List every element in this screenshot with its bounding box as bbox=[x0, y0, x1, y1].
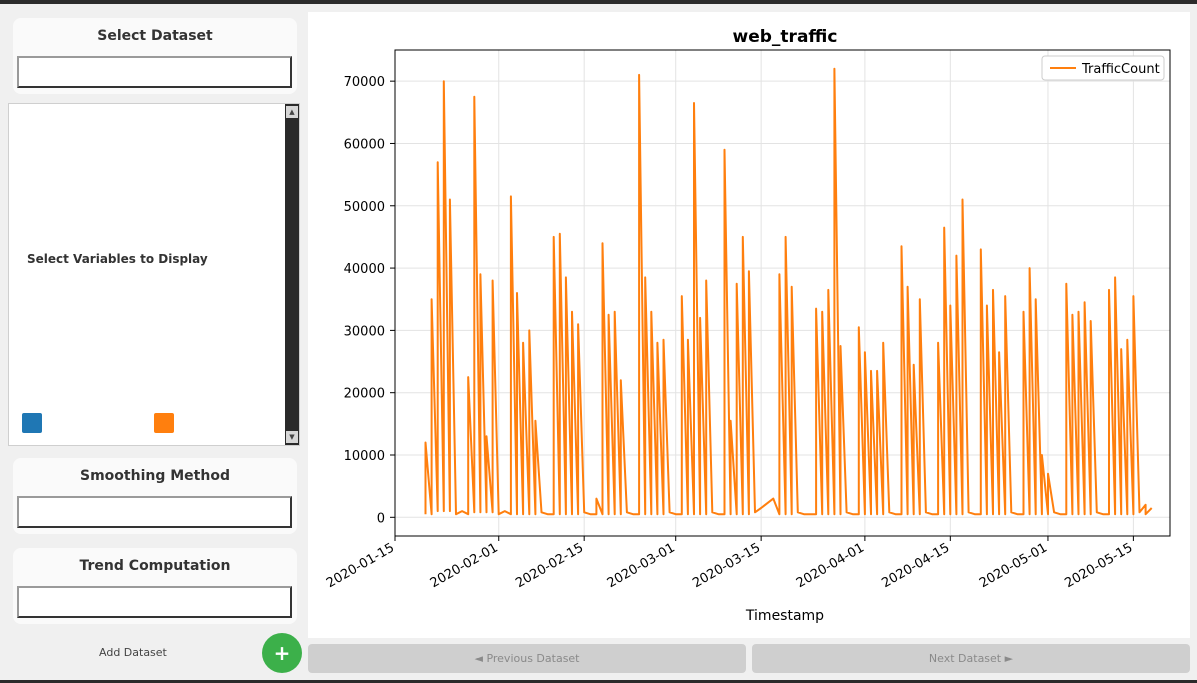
plot-frame bbox=[394, 49, 1171, 537]
x-tick-label: 2020-05-01 bbox=[977, 540, 1050, 591]
x-tick-label: 2020-05-15 bbox=[1062, 540, 1135, 591]
chart: 0 10000 20000 30000 40000 50000 60000 70000 2020… bbox=[324, 27, 1171, 624]
x-tick-label: 2020-04-01 bbox=[794, 540, 867, 591]
select-dataset-panel: Select Dataset bbox=[13, 18, 297, 94]
add-dataset-label: Add Dataset bbox=[99, 646, 167, 659]
variable-toggle-orange[interactable] bbox=[154, 413, 174, 433]
y-tick-label: 30000 bbox=[344, 324, 385, 339]
trend-dropdown[interactable] bbox=[17, 586, 292, 618]
trend-panel: Trend Computation bbox=[13, 548, 297, 624]
next-dataset-button[interactable]: Next Dataset ► bbox=[752, 644, 1190, 673]
chart-area: 0 10000 20000 30000 40000 50000 60000 70000 2020… bbox=[308, 12, 1190, 638]
smoothing-panel: Smoothing Method bbox=[13, 458, 297, 534]
y-tick-label: 20000 bbox=[344, 387, 385, 402]
x-tick-label: 2020-02-15 bbox=[513, 540, 586, 591]
scroll-up-icon[interactable]: ▲ bbox=[286, 106, 298, 118]
y-tick-label: 50000 bbox=[344, 200, 385, 215]
x-tick-label: 2020-03-15 bbox=[690, 540, 763, 591]
y-tick-label: 40000 bbox=[344, 262, 385, 277]
variable-toggle-blue[interactable] bbox=[22, 413, 42, 433]
x-tick-label: 2020-04-15 bbox=[879, 540, 952, 591]
legend-box bbox=[1041, 55, 1165, 81]
y-tick-label: 0 bbox=[377, 511, 385, 526]
chart-title: web_traffic bbox=[733, 27, 838, 47]
add-dataset-button[interactable]: + bbox=[262, 633, 302, 673]
variables-scrollbar[interactable]: ▲ ▼ bbox=[285, 104, 299, 445]
trend-title: Trend Computation bbox=[79, 558, 231, 574]
smoothing-title: Smoothing Method bbox=[80, 468, 230, 484]
x-tick-label: 2020-01-15 bbox=[324, 540, 397, 591]
series-line-trafficcount bbox=[424, 67, 1153, 516]
x-tick-label: 2020-03-01 bbox=[605, 540, 678, 591]
smoothing-dropdown[interactable] bbox=[17, 496, 292, 528]
legend-label: TrafficCount bbox=[1081, 62, 1160, 77]
window-top-bar bbox=[0, 0, 1197, 4]
select-dataset-title: Select Dataset bbox=[97, 28, 213, 44]
previous-dataset-button[interactable]: ◄ Previous Dataset bbox=[308, 644, 746, 673]
x-axis-label: Timestamp bbox=[745, 608, 824, 624]
scroll-down-icon[interactable]: ▼ bbox=[286, 431, 298, 443]
variables-panel: Select Variables to Display ▲ ▼ bbox=[8, 103, 300, 446]
select-dataset-dropdown[interactable] bbox=[17, 56, 292, 88]
x-tick-label: 2020-02-01 bbox=[428, 540, 501, 591]
y-tick-label: 60000 bbox=[344, 137, 385, 152]
y-tick-label: 10000 bbox=[344, 449, 385, 464]
window-bottom-bar bbox=[0, 680, 1197, 683]
y-tick-label: 70000 bbox=[344, 75, 385, 90]
variables-label: Select Variables to Display bbox=[27, 252, 208, 266]
